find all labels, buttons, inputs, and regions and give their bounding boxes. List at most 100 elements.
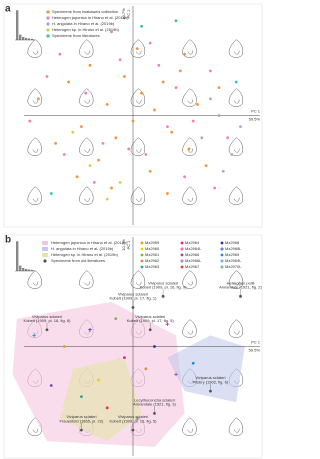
shell-outline xyxy=(183,418,197,436)
literature-point xyxy=(132,429,135,432)
point-label: Kobelt (1909, pl. 17, fig. 1) xyxy=(110,296,158,301)
literature-point xyxy=(149,328,152,331)
legend-label: Mz2962 xyxy=(145,258,160,263)
point-label: Pilsbry (1902, fig. 6) xyxy=(193,379,229,384)
literature-point xyxy=(46,328,49,331)
point xyxy=(106,198,109,201)
point xyxy=(170,131,173,134)
legend-swatch xyxy=(180,247,184,251)
point xyxy=(97,159,100,162)
point xyxy=(209,97,212,100)
legend-swatch xyxy=(141,260,144,263)
point xyxy=(106,406,109,409)
point xyxy=(132,120,135,123)
literature-point xyxy=(80,429,83,432)
point xyxy=(183,175,186,178)
point-label: Annandale (1921, fig. 3) xyxy=(133,402,176,407)
legend-label: Heterogen japonica in Hirano et al. (201… xyxy=(52,15,129,20)
point xyxy=(63,153,66,156)
legend-label: Mz2970L xyxy=(225,264,242,269)
legend-label: Mz2966 xyxy=(185,252,200,257)
literature-point xyxy=(132,306,135,309)
point xyxy=(37,97,40,100)
point xyxy=(127,148,130,151)
point xyxy=(140,25,143,28)
legend-label: Heterogen japonica in Hirano et al. (201… xyxy=(51,240,128,245)
point xyxy=(145,367,148,370)
point xyxy=(114,136,117,139)
shell-outline xyxy=(229,418,243,436)
point xyxy=(222,170,225,173)
shell-outline xyxy=(229,89,243,107)
legend-label: H. angulata in Hirano et al. (2019b) xyxy=(52,21,115,26)
point-label: Kobelt (1909, pl. 16, fig. 9) xyxy=(140,285,188,290)
legend-label: Mz2969L xyxy=(225,258,242,263)
point xyxy=(162,81,165,84)
shell-outline xyxy=(229,40,243,58)
legend-swatch xyxy=(46,10,49,13)
point xyxy=(84,92,87,95)
legend-swatch xyxy=(141,254,144,257)
legend-swatch xyxy=(46,28,49,31)
point xyxy=(218,114,221,117)
shell-outline xyxy=(183,187,197,205)
point xyxy=(166,192,169,195)
legend-label: Mz2963 xyxy=(145,264,160,269)
legend-swatch xyxy=(181,254,184,257)
point-label: Annandale (1921, fig. 2) xyxy=(219,285,262,290)
point-label: Kobelt (1909, pl. 16, fig. 8) xyxy=(24,318,72,323)
point xyxy=(71,131,74,134)
point xyxy=(63,345,66,348)
point xyxy=(205,164,208,167)
point xyxy=(192,362,195,365)
x-axis-label: PC 1 xyxy=(251,109,261,114)
point xyxy=(102,142,105,145)
point xyxy=(59,53,62,56)
shell-outline xyxy=(229,187,243,205)
point xyxy=(218,86,221,89)
shell-outline xyxy=(183,89,197,107)
legend-label: Mz2967 xyxy=(185,264,200,269)
legend-label: Specimens from old literatures xyxy=(51,258,105,263)
point xyxy=(188,148,191,151)
point xyxy=(213,187,216,190)
point xyxy=(89,64,92,67)
point xyxy=(89,164,92,167)
shell-outline xyxy=(79,89,93,107)
point xyxy=(93,181,96,184)
panel-label: b xyxy=(5,235,11,246)
scree-bar xyxy=(22,37,24,40)
point xyxy=(149,170,152,173)
point xyxy=(166,125,169,128)
legend-swatch xyxy=(141,248,144,251)
literature-point xyxy=(162,295,165,298)
shell-outline xyxy=(79,271,93,289)
point xyxy=(183,53,186,56)
point xyxy=(123,75,126,78)
legend-swatch xyxy=(221,254,224,257)
point xyxy=(226,136,229,139)
legend-label: Mz2969 xyxy=(225,252,240,257)
scree-bar xyxy=(28,270,30,272)
legend-swatch xyxy=(181,266,184,269)
point xyxy=(28,120,31,123)
legend-label: Specimens from literatures xyxy=(52,33,100,38)
point xyxy=(106,103,109,106)
legend-label: Mz2964 xyxy=(185,240,200,245)
scree-bar xyxy=(16,241,18,271)
point xyxy=(80,125,83,128)
legend-label: Specimens from Iwakawa's collection xyxy=(52,9,118,14)
legend-swatch xyxy=(220,259,224,263)
point xyxy=(140,92,143,95)
point xyxy=(175,86,178,89)
shell-outline xyxy=(79,40,93,58)
legend-label: Heterogen sp. in Hirano et al. (2019b) xyxy=(51,252,119,257)
point xyxy=(46,75,49,78)
shell-outline xyxy=(79,138,93,156)
legend-label: Mz2960 xyxy=(145,246,160,251)
legend-label: Mz2968 xyxy=(225,240,240,245)
legend-swatch xyxy=(42,247,48,251)
scree-bar xyxy=(19,266,21,271)
scree-bar xyxy=(22,268,24,271)
legend-swatch xyxy=(43,259,46,262)
